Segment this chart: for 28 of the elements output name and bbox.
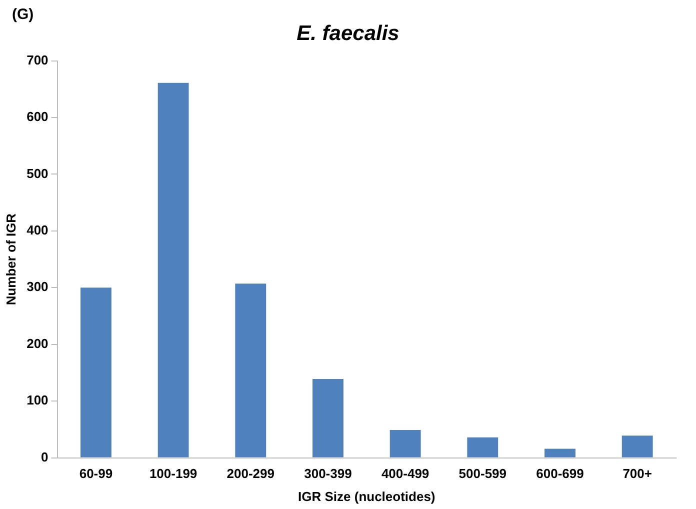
x-tick-label: 60-99 [79,466,113,482]
y-tick-label: 100 [26,392,48,408]
bar [80,288,112,458]
x-tick-label: 500-599 [458,466,507,482]
x-tick-label: 600-699 [536,466,584,482]
text: (G) [12,6,34,23]
x-tick-label: 200-299 [226,466,274,482]
bar [235,284,266,458]
y-axis-title: Number of IGR [3,212,18,306]
x-tick-label: 100-199 [149,466,198,482]
x-tick-label: 300-399 [304,466,352,482]
y-tick-label: 0 [41,449,48,464]
chart-title: E. faecalis [296,22,400,46]
y-tick-label: 300 [26,279,48,294]
x-tick-label: 400-499 [381,466,430,482]
y-tick-label: 700 [26,52,48,68]
y-tick-label: 500 [26,166,48,181]
y-tick-label: 400 [26,222,48,238]
bar [390,430,421,458]
bar [622,436,653,458]
x-tick-label: 700+ [622,466,652,482]
bar [467,437,498,458]
bar [312,378,344,458]
bar [544,448,576,458]
y-tick-label: 200 [26,336,48,351]
x-axis-title: IGR Size (nucleotides) [298,488,436,504]
y-tick-label: 600 [26,109,48,124]
bar [158,82,189,458]
